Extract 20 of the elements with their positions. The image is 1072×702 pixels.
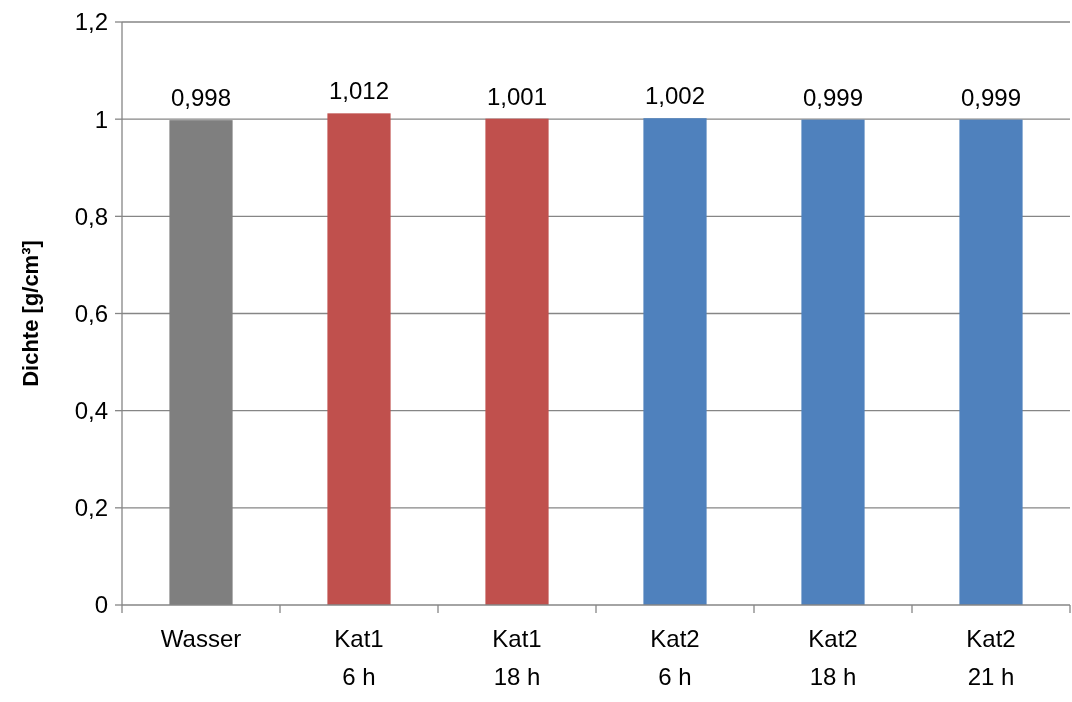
data-label: 1,001 [486,82,548,110]
y-tick-label: 0,6 [74,299,108,327]
x-tick-label: Kat2 18 h [808,625,858,690]
x-tick-label: Kat2 6 h [650,625,700,690]
y-axis-title: Dichte [g/cm³] [18,240,43,387]
data-label: 1,002 [644,82,706,110]
data-label: 0,999 [802,83,864,111]
x-tick-label: Kat1 6 h [334,625,384,690]
y-tick-label: 1 [94,105,108,133]
x-tick-label: Kat2 21 h [966,625,1016,690]
y-tick-label: 0,8 [74,202,108,230]
x-tick-label: Wasser [160,625,242,652]
y-tick-label: 0,2 [74,494,108,522]
x-tick-label: Kat1 18 h [492,625,542,690]
y-tick-label: 0,4 [74,397,108,425]
data-label: 1,012 [328,77,390,105]
data-label: 0,998 [170,84,232,112]
data-label: 0,999 [960,83,1022,111]
y-tick-label: 1,2 [74,8,108,36]
y-tick-label: 0 [94,591,108,619]
